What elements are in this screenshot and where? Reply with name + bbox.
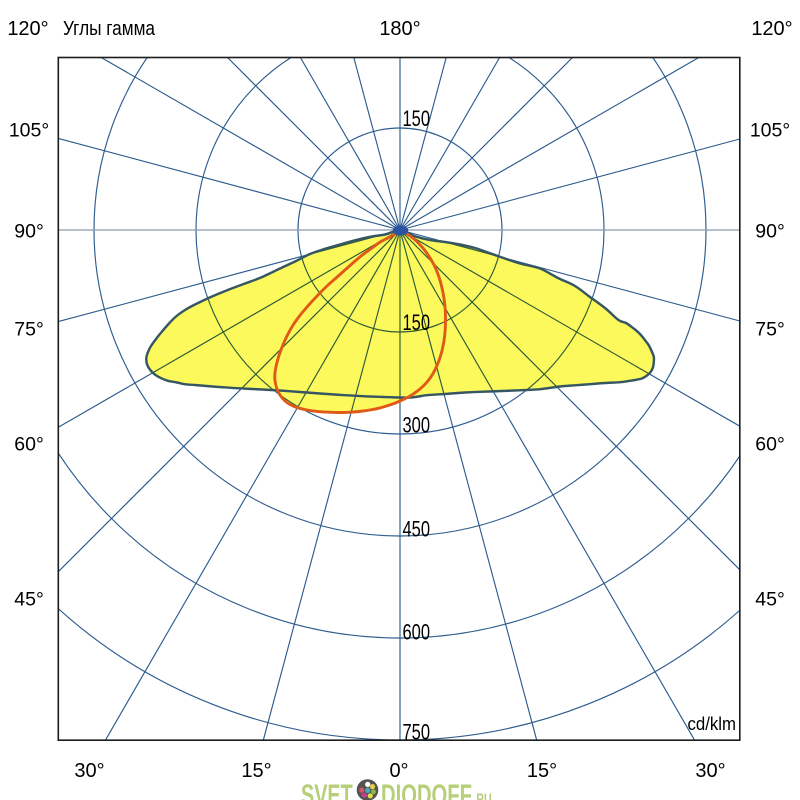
svg-text:30°: 30° (74, 760, 104, 782)
svg-text:120°: 120° (7, 18, 48, 40)
svg-text:60°: 60° (755, 433, 785, 455)
svg-text:Углы гамма: Углы гамма (63, 18, 156, 40)
svg-text:90°: 90° (755, 221, 785, 243)
svg-text:60°: 60° (14, 433, 44, 455)
svg-text:150: 150 (403, 106, 431, 131)
svg-text:45°: 45° (755, 589, 785, 611)
svg-text:0°: 0° (389, 760, 408, 782)
svg-text:300: 300 (403, 413, 431, 438)
svg-text:15°: 15° (241, 760, 271, 782)
svg-text:105°: 105° (750, 120, 790, 142)
svg-text:.RU: .RU (474, 790, 492, 800)
svg-text:180°: 180° (379, 18, 420, 40)
svg-text:15°: 15° (527, 760, 557, 782)
svg-text:90°: 90° (14, 221, 44, 243)
svg-text:450: 450 (403, 517, 431, 542)
svg-text:DIODOFF: DIODOFF (381, 779, 472, 800)
svg-text:120°: 120° (751, 18, 792, 40)
svg-text:30°: 30° (695, 760, 725, 782)
svg-text:75°: 75° (755, 318, 785, 340)
svg-text:600: 600 (403, 620, 431, 645)
svg-text:75°: 75° (14, 318, 44, 340)
svg-text:45°: 45° (14, 589, 44, 611)
svg-text:SVET: SVET (301, 779, 353, 800)
svg-text:150: 150 (403, 310, 431, 335)
svg-text:750: 750 (403, 720, 431, 745)
svg-text:cd/klm: cd/klm (688, 714, 737, 734)
svg-text:105°: 105° (9, 120, 49, 142)
